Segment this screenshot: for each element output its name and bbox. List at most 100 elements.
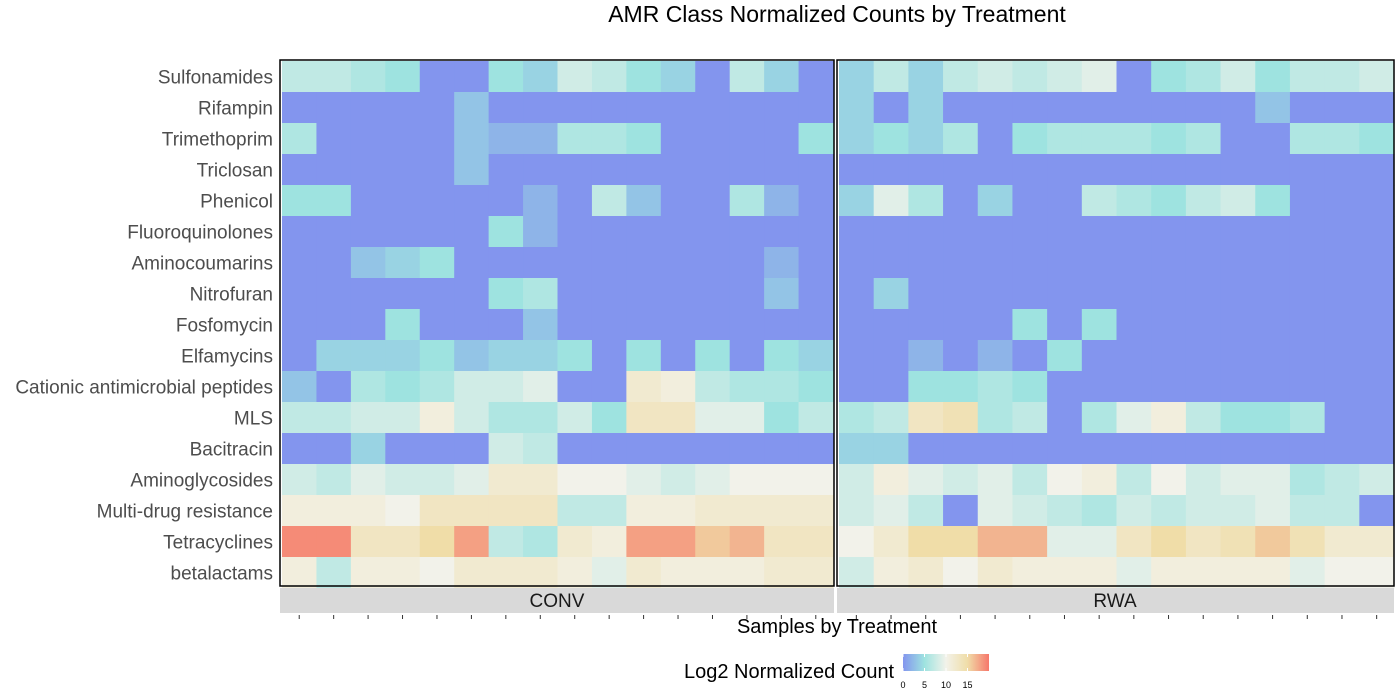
heatmap-cell [419,371,455,403]
heatmap-cell [764,340,800,372]
heatmap-cell [523,154,559,186]
heatmap-cell [1289,309,1326,341]
heatmap-cell [873,216,909,248]
heatmap-cell [316,123,352,155]
heatmap-cell [488,402,524,434]
heatmap-cell [764,495,800,527]
heatmap-cell [908,402,944,434]
heatmap-cell [1185,154,1222,186]
heatmap-cell [385,433,421,465]
heatmap-cell [557,123,593,155]
panel-conv-border [279,59,835,587]
heatmap-cell [1081,92,1118,124]
heatmap-cell [316,309,352,341]
heatmap-cell [695,92,731,124]
heatmap-cell [1324,61,1360,93]
heatmap-cell [316,557,352,589]
heatmap-cell [764,92,800,124]
heatmap-cell [1359,340,1395,372]
heatmap-cell [660,278,696,310]
heatmap-cell [1289,371,1326,403]
heatmap-cell [557,154,593,186]
heatmap-cell [764,123,800,155]
heatmap-cell [1047,123,1083,155]
heatmap-cell [839,278,875,310]
heatmap-cell [1012,526,1048,558]
row-label: MLS [234,409,273,430]
heatmap-cell [660,61,696,93]
heatmap-cell [1116,557,1152,589]
heatmap-cell [1220,154,1256,186]
heatmap-cell [385,402,421,434]
heatmap-cell [454,371,490,403]
heatmap-cell [943,433,979,465]
heatmap-cell [1047,309,1083,341]
heatmap-cell [419,402,455,434]
heatmap-cell [764,309,800,341]
heatmap-cell [385,464,421,496]
heatmap-cell [873,464,909,496]
heatmap-cell [1151,92,1187,124]
heatmap-cell [908,526,944,558]
heatmap-cell [626,185,662,217]
heatmap-cell [1012,402,1048,434]
heatmap-cell [1012,340,1048,372]
heatmap-cell [626,402,662,434]
heatmap-cell [385,154,421,186]
heatmap-cell [1012,123,1048,155]
heatmap-cell [1220,309,1256,341]
heatmap-cell [695,495,731,527]
heatmap-cell [1151,185,1187,217]
heatmap-cell [454,61,490,93]
heatmap-cell [385,247,421,279]
row-label: Sulfonamides [158,68,273,89]
heatmap-cell [1220,495,1256,527]
heatmap-cell [943,495,979,527]
heatmap-cell [350,216,386,248]
heatmap-cell [764,216,800,248]
heatmap-cell [1185,61,1222,93]
heatmap-cell [1255,61,1291,93]
heatmap-cell [1324,247,1360,279]
heatmap-cell [764,464,800,496]
heatmap-cell [1185,495,1222,527]
heatmap-cell [1255,495,1291,527]
heatmap-cell [626,216,662,248]
chart-title: AMR Class Normalized Counts by Treatment [608,1,1066,27]
heatmap-cell [419,92,455,124]
heatmap-cell [454,557,490,589]
heatmap-cell [977,526,1014,558]
heatmap-cell [977,278,1014,310]
heatmap-cell [626,61,662,93]
heatmap-cell [695,123,731,155]
heatmap-cell [350,92,386,124]
heatmap-cell [591,402,627,434]
heatmap-cell [350,433,386,465]
panel-rwa [839,61,1395,589]
heatmap-cell [1359,123,1395,155]
heatmap-cell [695,185,731,217]
heatmap-cell [977,247,1014,279]
heatmap-cell [798,526,834,558]
heatmap-cell [798,433,834,465]
heatmap-cell [282,464,318,496]
heatmap-cell [1324,154,1360,186]
heatmap-cell [282,61,318,93]
heatmap-cell [729,495,765,527]
heatmap-cell [1116,154,1152,186]
heatmap-cell [660,185,696,217]
strip-conv [280,588,834,613]
heatmap-cell [977,464,1014,496]
heatmap-cell [1012,154,1048,186]
heatmap-cell [523,123,559,155]
heatmap-cell [943,340,979,372]
heatmap-cell [1255,526,1291,558]
heatmap-cell [626,123,662,155]
heatmap-cell [488,433,524,465]
heatmap-cell [798,123,834,155]
heatmap-cell [454,278,490,310]
heatmap-cell [1185,278,1222,310]
heatmap-cell [695,340,731,372]
heatmap-cell [1359,371,1395,403]
heatmap-cell [523,278,559,310]
